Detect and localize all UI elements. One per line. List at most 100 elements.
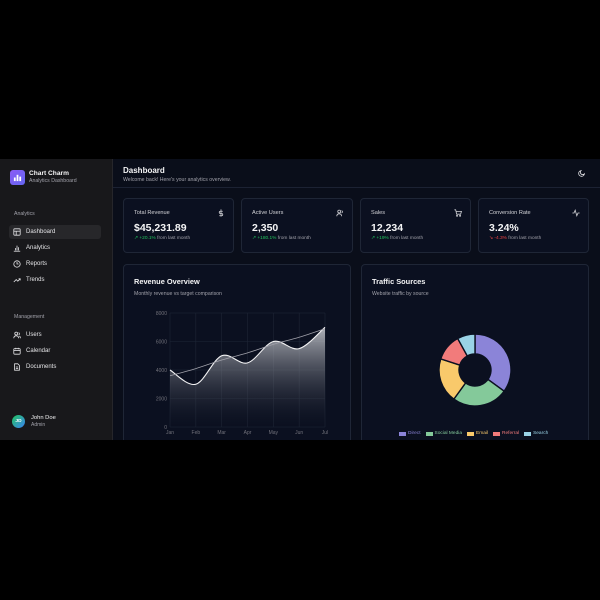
app-window: Chart Charm Analytics Dashboard Analytic… [0, 159, 600, 440]
activity-icon [572, 209, 580, 217]
change-suffix: from last month [508, 236, 542, 241]
calendar-icon [13, 347, 21, 355]
section-label-analytics: Analytics [14, 211, 35, 217]
stat-value: 3.24% [489, 222, 519, 234]
card-title: Traffic Sources [372, 277, 426, 286]
stat-change: ↗ +20.1% from last month [134, 236, 190, 241]
legend-item[interactable]: Search [524, 431, 548, 436]
stat-label: Conversion Rate [489, 210, 531, 216]
x-tick-label: Feb [192, 430, 201, 436]
change-suffix: from last month [157, 236, 191, 241]
legend-swatch [524, 431, 532, 436]
stat-label: Sales [371, 210, 385, 216]
trending-up-icon: ↗ [252, 236, 257, 241]
moon-icon [577, 164, 586, 182]
sidebar-item-label: Trends [26, 277, 45, 283]
sidebar-item-label: Dashboard [26, 229, 56, 235]
sidebar-item-trends[interactable]: Trends [9, 273, 101, 287]
card-title: Revenue Overview [134, 277, 200, 286]
user-name: John Doe [31, 415, 56, 421]
stat-value: $45,231.89 [134, 222, 187, 234]
users-icon [13, 331, 21, 339]
trending-up-icon: ↗ [134, 236, 139, 241]
bar-chart-icon [10, 170, 25, 185]
x-tick-label: Mar [217, 430, 226, 436]
legend-label: Social Media [434, 431, 462, 436]
legend-swatch [425, 431, 433, 436]
sidebar-item-reports[interactable]: Reports [9, 257, 101, 271]
user-profile[interactable]: JD John Doe Admin [12, 415, 56, 428]
y-tick-label: 4000 [156, 368, 167, 374]
legend-item[interactable]: Direct [399, 431, 421, 436]
stat-change: ↗ +180.1% from last month [252, 236, 311, 241]
legend-label: Search [533, 431, 549, 436]
legend-item[interactable]: Email [467, 431, 488, 436]
header: Dashboard Welcome back! Here's your anal… [113, 159, 600, 188]
page-title: Dashboard [123, 166, 165, 175]
legend-label: Direct [408, 431, 421, 436]
cart-icon [454, 209, 462, 217]
x-tick-label: Jan [166, 430, 174, 436]
y-tick-label: 2000 [156, 396, 167, 402]
sidebar-item-label: Calendar [26, 348, 51, 354]
y-tick-label: 8000 [156, 311, 167, 317]
sidebar-item-calendar[interactable]: Calendar [9, 344, 101, 358]
dollar-icon [217, 209, 225, 217]
legend-label: Email [476, 431, 488, 436]
brand-subtitle: Analytics Dashboard [29, 178, 77, 184]
pie-slice-direct [474, 333, 512, 393]
brand[interactable]: Chart Charm Analytics Dashboard [10, 170, 77, 185]
y-tick-label: 0 [164, 425, 167, 431]
sidebar-item-label: Users [26, 332, 42, 338]
traffic-card: Traffic Sources Website traffic by sourc… [361, 264, 589, 440]
sidebar-item-analytics[interactable]: Analytics [9, 241, 101, 255]
target-line [169, 328, 326, 377]
sidebar-item-label: Documents [26, 364, 57, 370]
pie-slice-search [456, 333, 476, 357]
legend-item[interactable]: Social Media [425, 431, 462, 436]
revenue-chart: 0 2000 4000 6000 8000 Jan Feb Mar Apr May Jun Jul [156, 311, 328, 436]
stat-card-sales: Sales 12,234 ↗ +19% from last month [360, 198, 471, 253]
stat-value: 12,234 [371, 222, 404, 234]
stat-card-revenue: Total Revenue $45,231.89 ↗ +20.1% from l… [123, 198, 234, 253]
revenue-area [170, 327, 325, 427]
x-tick-label: Jun [295, 430, 303, 436]
sidebar-item-documents[interactable]: Documents [9, 360, 101, 374]
sidebar: Chart Charm Analytics Dashboard Analytic… [0, 159, 113, 440]
x-tick-label: Jul [322, 430, 328, 436]
change-percent: +20.1% [139, 236, 156, 241]
section-label-management: Management [14, 314, 45, 320]
sidebar-item-label: Reports [26, 261, 48, 267]
x-tick-label: Apr [244, 430, 252, 436]
stat-label: Total Revenue [134, 210, 170, 216]
legend-swatch [399, 431, 406, 436]
sidebar-item-users[interactable]: Users [9, 328, 101, 342]
stat-card-conversion: Conversion Rate 3.24% ↘ -4.3% from last … [478, 198, 589, 253]
stat-change: ↘ -4.3% from last month [489, 236, 541, 241]
card-subtitle: Monthly revenue vs target comparison [134, 291, 222, 297]
change-percent: +180.1% [257, 236, 277, 241]
user-role: Admin [31, 422, 46, 428]
sidebar-item-dashboard[interactable]: Dashboard [9, 225, 101, 239]
legend-swatch [467, 431, 474, 436]
main-content: Dashboard Welcome back! Here's your anal… [113, 159, 600, 440]
change-percent: -4.3% [494, 236, 507, 241]
legend-item[interactable]: Referral [493, 431, 519, 436]
legend-label: Referral [502, 431, 520, 436]
theme-toggle-button[interactable] [577, 168, 586, 177]
card-subtitle: Website traffic by source [372, 291, 429, 297]
bar-chart-icon [13, 244, 21, 252]
sidebar-item-label: Analytics [26, 245, 51, 251]
stat-card-users: Active Users 2,350 ↗ +180.1% from last m… [241, 198, 353, 253]
chart-legend: Direct Social Media Email Referral Search [399, 431, 553, 436]
stat-value: 2,350 [252, 222, 279, 234]
revenue-card: Revenue Overview Monthly revenue vs targ… [123, 264, 351, 440]
clock-icon [13, 260, 21, 268]
trending-up-icon [13, 276, 21, 284]
change-percent: +19% [376, 236, 389, 241]
page-subtitle: Welcome back! Here's your analytics over… [123, 177, 231, 183]
y-tick-label: 6000 [156, 339, 167, 345]
layout-icon [13, 228, 21, 236]
legend-swatch [493, 431, 500, 436]
trending-down-icon: ↘ [489, 236, 494, 241]
